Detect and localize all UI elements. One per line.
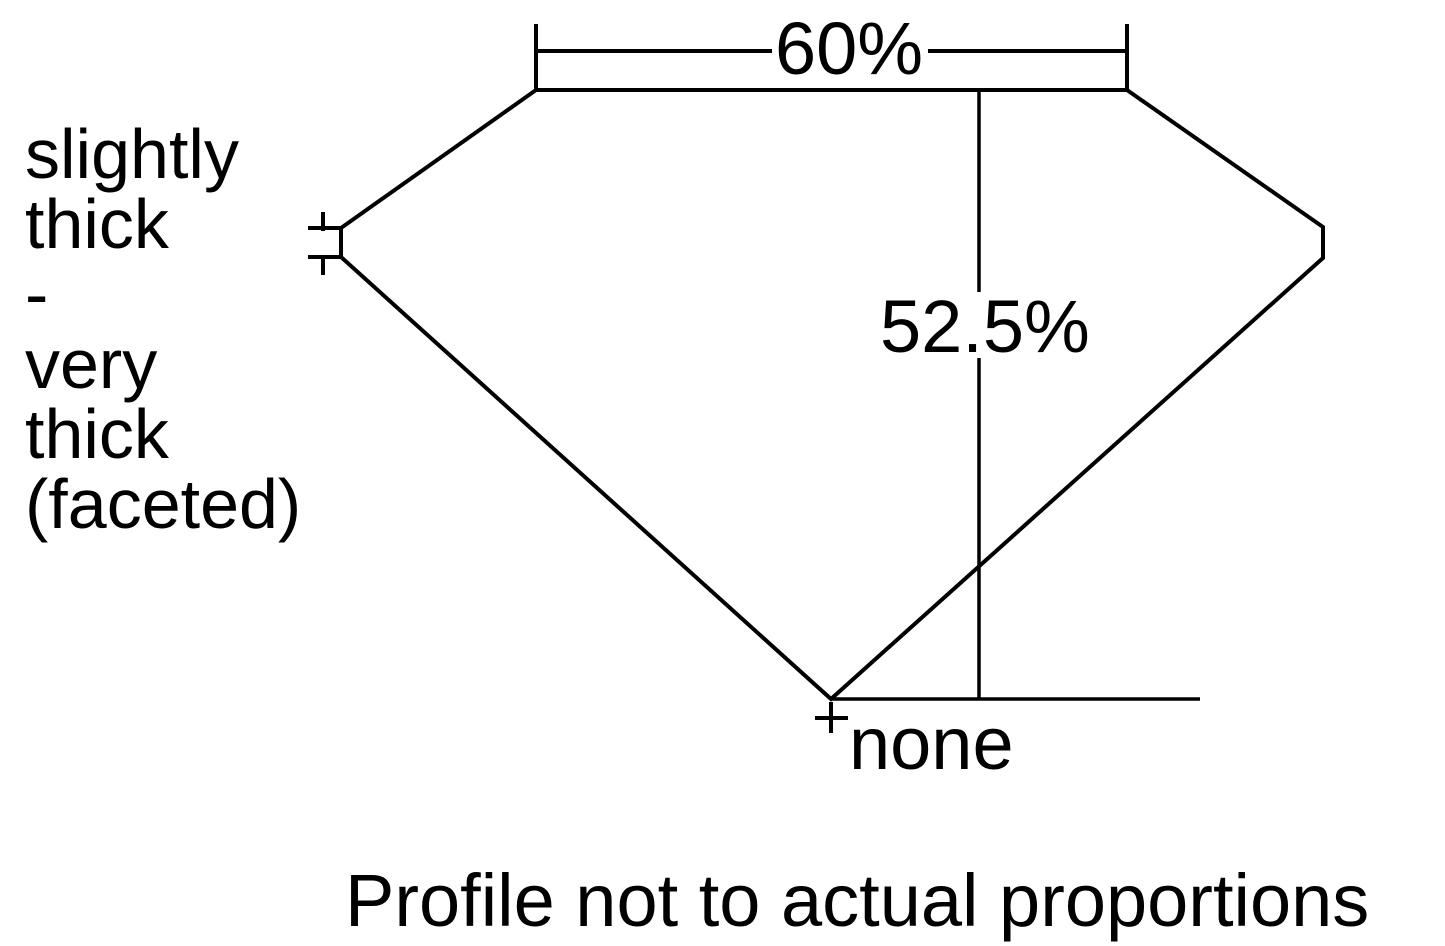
diamond-outline: [339, 88, 1325, 702]
figure-caption: Profile not to actual proportions: [345, 859, 1370, 942]
culet-label: none: [849, 702, 1014, 785]
depth-label: 52.5%: [880, 285, 1090, 368]
table-width-label: 60%: [775, 7, 924, 90]
girdle-thickness-label: slightly thick - very thick (faceted): [25, 115, 302, 543]
